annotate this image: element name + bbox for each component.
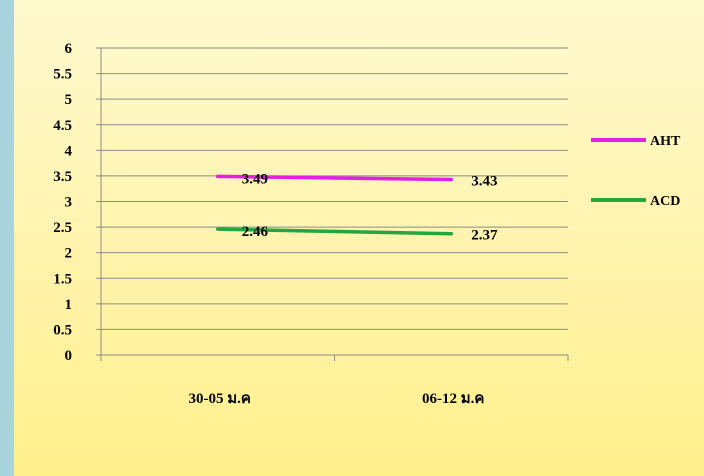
y-tick-label: 4: [65, 143, 73, 159]
legend: AHT ACD: [591, 134, 681, 209]
y-tick-label: 3: [65, 195, 73, 211]
y-tick-label: 0.5: [53, 322, 72, 338]
y-tick-label: 2.5: [53, 220, 72, 236]
data-label: 2.37: [471, 228, 498, 244]
y-tick-label: 5: [65, 92, 73, 108]
gridlines: [101, 47, 568, 356]
data-label: 3.43: [471, 173, 497, 189]
data-label: 2.46: [242, 224, 269, 240]
y-tick-label: 0: [65, 348, 73, 364]
series-lines: 3.49 3.43 2.46 2.37: [216, 171, 498, 244]
legend-label: AHT: [650, 134, 681, 149]
data-label: 3.49: [242, 171, 268, 187]
y-tick-label: 3.5: [53, 169, 72, 185]
x-axis: 30-05 ม.ค 06-12 ม.ค: [100, 355, 569, 407]
y-tick-label: 1: [65, 297, 73, 313]
series-line-acd: [216, 227, 453, 236]
series-line-aht: [216, 174, 453, 182]
y-tick-label: 4.5: [53, 118, 72, 134]
x-tick-label: 30-05 ม.ค: [189, 391, 251, 407]
y-tick-label: 2: [65, 246, 73, 262]
x-tick-label: 06-12 ม.ค: [422, 391, 484, 407]
y-tick-label: 6: [65, 41, 73, 57]
chart-background: [14, 0, 704, 476]
legend-label: ACD: [650, 194, 680, 209]
y-axis: 0 0.5 1 1.5 2 2.5 3 3.5 4 4.5 5 5.5 6: [53, 41, 102, 364]
y-tick-label: 5.5: [53, 67, 72, 83]
y-tick-label: 1.5: [53, 271, 72, 287]
